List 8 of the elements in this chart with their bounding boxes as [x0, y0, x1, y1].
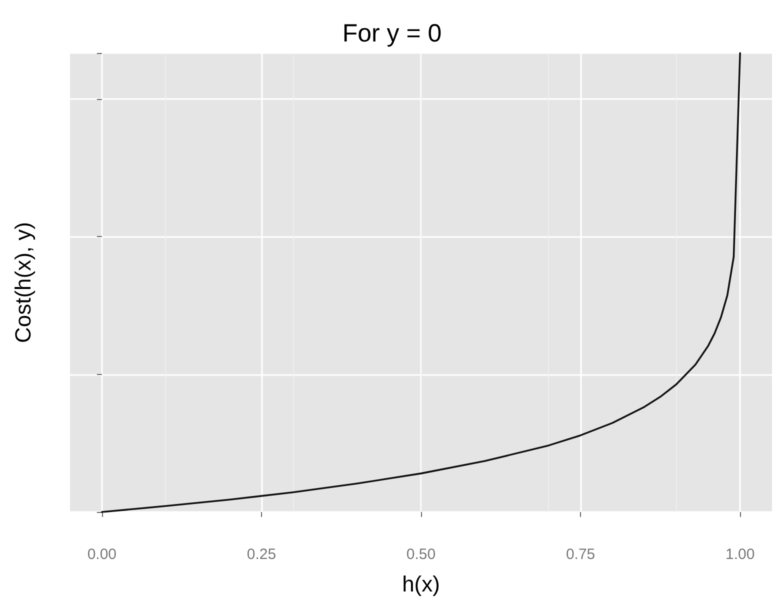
chart-title: For y = 0: [342, 20, 442, 48]
y-axis-title: Cost(h(x), y): [10, 222, 36, 343]
x-tick-label: 1.00: [725, 546, 755, 563]
x-tick-label: 0.25: [246, 546, 276, 563]
x-tick-label: 0.00: [87, 546, 117, 563]
x-tick-label: 0.75: [566, 546, 596, 563]
x-tick-label: 0.50: [406, 546, 436, 563]
x-axis-title: h(x): [402, 572, 440, 596]
